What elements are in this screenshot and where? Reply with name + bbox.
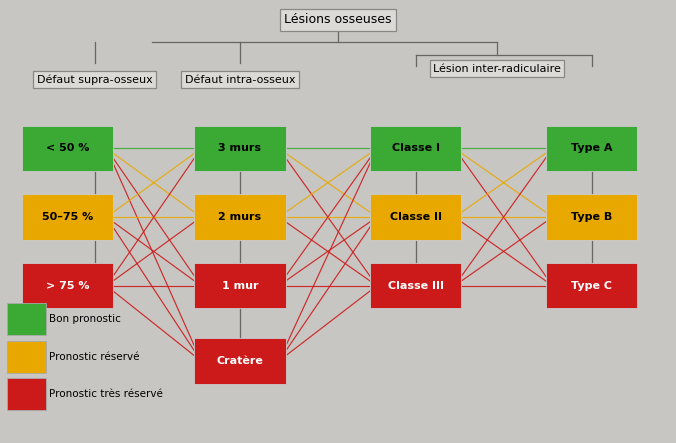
FancyBboxPatch shape	[546, 126, 637, 171]
Text: 1 mur: 1 mur	[222, 281, 258, 291]
Text: Cratère: Cratère	[216, 356, 264, 366]
FancyBboxPatch shape	[195, 338, 285, 384]
FancyBboxPatch shape	[22, 194, 114, 240]
FancyBboxPatch shape	[7, 341, 46, 373]
FancyBboxPatch shape	[7, 303, 46, 335]
FancyBboxPatch shape	[370, 194, 461, 240]
Text: Lésion inter-radiculaire: Lésion inter-radiculaire	[433, 64, 561, 74]
Text: 2 murs: 2 murs	[218, 212, 262, 222]
FancyBboxPatch shape	[370, 126, 461, 171]
Text: Type C: Type C	[571, 281, 612, 291]
Text: Bon pronostic: Bon pronostic	[49, 314, 121, 324]
Text: < 50 %: < 50 %	[46, 144, 89, 153]
Text: Type B: Type B	[571, 212, 612, 222]
FancyBboxPatch shape	[22, 263, 114, 308]
Text: Défaut supra-osseux: Défaut supra-osseux	[37, 74, 153, 85]
FancyBboxPatch shape	[195, 126, 285, 171]
Text: 50–75 %: 50–75 %	[42, 212, 93, 222]
FancyBboxPatch shape	[7, 378, 46, 410]
Text: 3 murs: 3 murs	[218, 144, 262, 153]
Text: > 75 %: > 75 %	[46, 281, 89, 291]
Text: Pronostic réservé: Pronostic réservé	[49, 352, 140, 361]
Text: Défaut intra-osseux: Défaut intra-osseux	[185, 75, 295, 85]
Text: Classe I: Classe I	[391, 144, 440, 153]
Text: Classe II: Classe II	[390, 212, 441, 222]
FancyBboxPatch shape	[195, 194, 285, 240]
Text: Lésions osseuses: Lésions osseuses	[284, 13, 392, 27]
FancyBboxPatch shape	[370, 263, 461, 308]
FancyBboxPatch shape	[22, 126, 114, 171]
FancyBboxPatch shape	[195, 263, 285, 308]
FancyBboxPatch shape	[546, 263, 637, 308]
Text: Pronostic très réservé: Pronostic très réservé	[49, 389, 163, 399]
Text: Classe III: Classe III	[388, 281, 443, 291]
FancyBboxPatch shape	[546, 194, 637, 240]
Text: Type A: Type A	[571, 144, 612, 153]
